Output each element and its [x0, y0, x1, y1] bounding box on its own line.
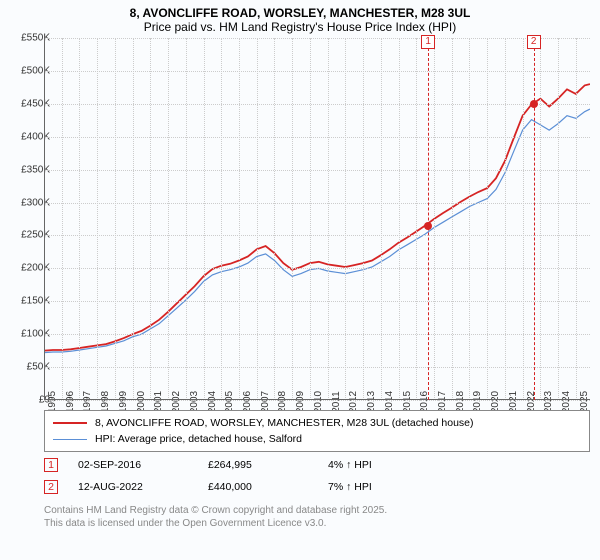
gridline-v [363, 38, 364, 400]
gridline-v [558, 38, 559, 400]
gridline-v [97, 38, 98, 400]
gridline-h [44, 170, 590, 171]
gridline-v [540, 38, 541, 400]
footer-line2: This data is licensed under the Open Gov… [44, 517, 387, 530]
sale-price: £440,000 [208, 481, 328, 493]
legend-swatch [53, 439, 87, 440]
sale-price: £264,995 [208, 459, 328, 471]
sale-marker-badge: 2 [527, 35, 541, 49]
gridline-h [44, 400, 590, 401]
sale-row-badge: 2 [44, 480, 58, 494]
gridline-v [328, 38, 329, 400]
chart-container: 8, AVONCLIFFE ROAD, WORSLEY, MANCHESTER,… [0, 0, 600, 560]
legend-label: 8, AVONCLIFFE ROAD, WORSLEY, MANCHESTER,… [95, 417, 474, 429]
gridline-v [62, 38, 63, 400]
gridline-h [44, 301, 590, 302]
sale-marker-line [534, 38, 535, 400]
gridline-v [274, 38, 275, 400]
gridline-v [434, 38, 435, 400]
sale-date: 12-AUG-2022 [78, 481, 208, 493]
gridline-v [204, 38, 205, 400]
chart-title-line2: Price paid vs. HM Land Registry's House … [0, 20, 600, 34]
gridline-h [44, 367, 590, 368]
legend-label: HPI: Average price, detached house, Salf… [95, 433, 302, 445]
sale-row: 1 02-SEP-2016£264,9954% ↑ HPI [44, 454, 448, 476]
gridline-v [150, 38, 151, 400]
gridline-v [399, 38, 400, 400]
gridline-v [168, 38, 169, 400]
gridline-v [115, 38, 116, 400]
gridline-h [44, 38, 590, 39]
gridline-v [186, 38, 187, 400]
sale-row: 2 12-AUG-2022£440,0007% ↑ HPI [44, 476, 448, 498]
sale-marker-line [428, 38, 429, 400]
gridline-v [576, 38, 577, 400]
gridline-h [44, 104, 590, 105]
sale-date: 02-SEP-2016 [78, 459, 208, 471]
series-line [44, 84, 590, 351]
sale-marker-dot [424, 222, 432, 230]
gridline-v [345, 38, 346, 400]
sale-pct: 7% ↑ HPI [328, 481, 448, 493]
chart-title-line1: 8, AVONCLIFFE ROAD, WORSLEY, MANCHESTER,… [0, 6, 600, 20]
legend-box: 8, AVONCLIFFE ROAD, WORSLEY, MANCHESTER,… [44, 410, 590, 452]
gridline-v [452, 38, 453, 400]
gridline-h [44, 235, 590, 236]
gridline-v [310, 38, 311, 400]
gridline-h [44, 203, 590, 204]
gridline-v [239, 38, 240, 400]
legend-item: 8, AVONCLIFFE ROAD, WORSLEY, MANCHESTER,… [53, 415, 581, 431]
gridline-v [487, 38, 488, 400]
sale-pct: 4% ↑ HPI [328, 459, 448, 471]
gridline-v [416, 38, 417, 400]
gridline-v [79, 38, 80, 400]
title-area: 8, AVONCLIFFE ROAD, WORSLEY, MANCHESTER,… [0, 0, 600, 36]
gridline-v [381, 38, 382, 400]
legend-item: HPI: Average price, detached house, Salf… [53, 431, 581, 447]
series-line [44, 109, 590, 353]
gridline-h [44, 268, 590, 269]
attribution-footer: Contains HM Land Registry data © Crown c… [44, 504, 387, 530]
sale-row-badge: 1 [44, 458, 58, 472]
gridline-v [292, 38, 293, 400]
gridline-v [133, 38, 134, 400]
gridline-h [44, 334, 590, 335]
footer-line1: Contains HM Land Registry data © Crown c… [44, 504, 387, 517]
sale-marker-dot [530, 100, 538, 108]
sales-table: 1 02-SEP-2016£264,9954% ↑ HPI 2 12-AUG-2022… [44, 454, 448, 498]
gridline-h [44, 71, 590, 72]
gridline-h [44, 137, 590, 138]
gridline-v [505, 38, 506, 400]
gridline-v [221, 38, 222, 400]
sale-marker-badge: 1 [421, 35, 435, 49]
gridline-v [523, 38, 524, 400]
legend-swatch [53, 422, 87, 424]
line-chart-svg [44, 38, 590, 400]
plot-area: 12 [44, 38, 590, 400]
gridline-v [469, 38, 470, 400]
gridline-v [257, 38, 258, 400]
